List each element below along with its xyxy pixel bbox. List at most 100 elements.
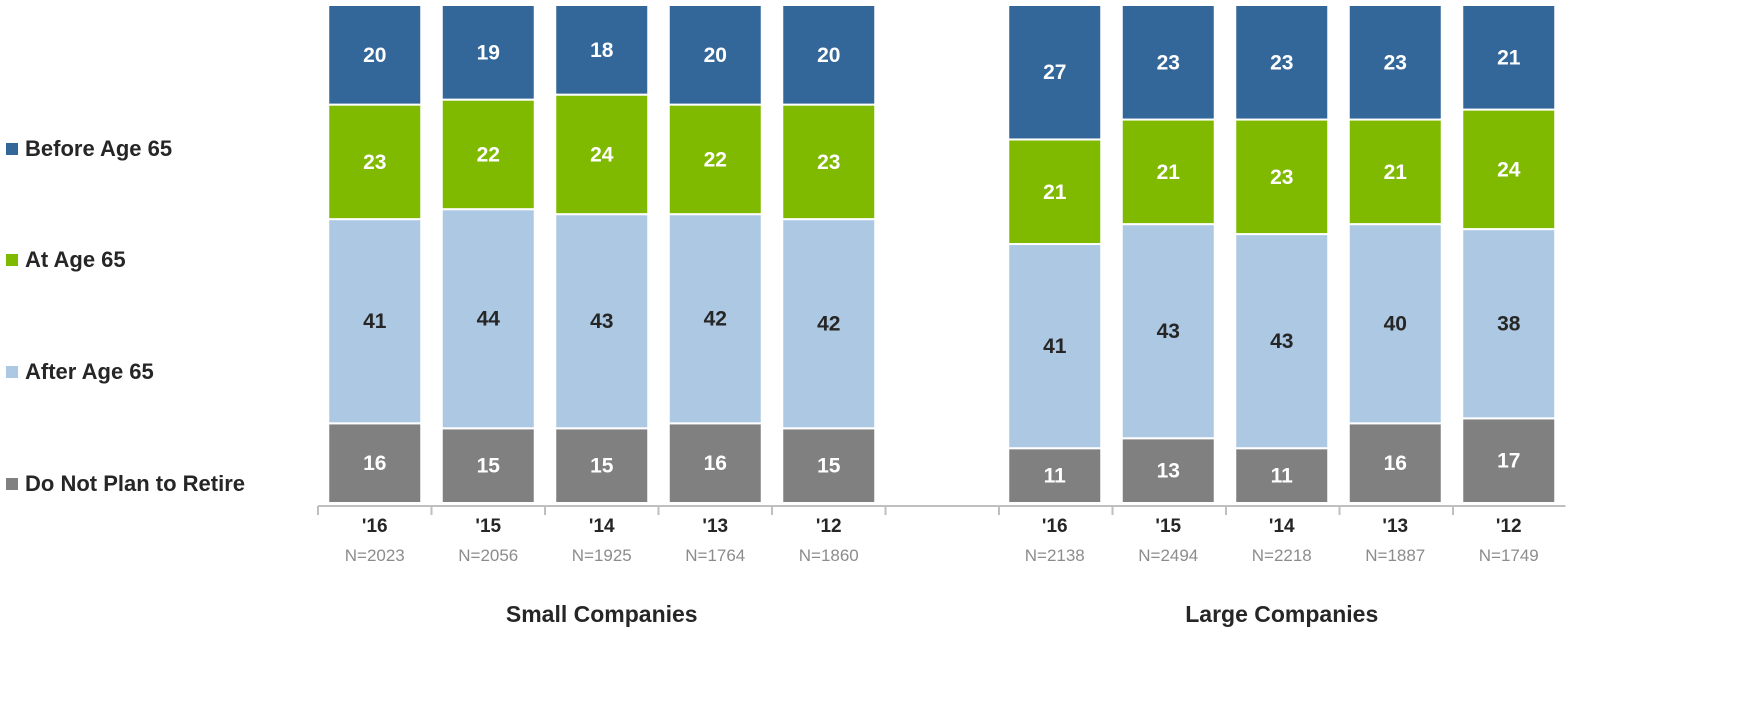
x-tick-label: '12 [1496, 516, 1522, 537]
data-label-at-age-65: 22 [704, 148, 727, 171]
data-label-at-age-65: 22 [477, 143, 500, 166]
bar-segment-small-companies-do-not-plan-to-retire [327, 422, 423, 505]
bar-segment-small-companies-do-not-plan-to-retire [781, 427, 877, 504]
x-tick-label: '13 [1382, 516, 1408, 537]
data-label-do-not-plan-to-retire: 17 [1497, 450, 1520, 473]
data-label-at-age-65: 23 [1270, 166, 1293, 189]
bar-segment-large-companies-after-age-65 [1461, 228, 1557, 420]
bar-segment-small-companies-before-age-65 [781, 4, 877, 106]
data-label-at-age-65: 23 [817, 151, 840, 174]
data-label-before-age-65: 27 [1043, 61, 1066, 84]
legend-swatch-after-age-65 [6, 366, 18, 378]
x-tick-label: '16 [362, 516, 388, 537]
bar-segment-large-companies-at-age-65 [1347, 118, 1443, 226]
n-size-label: N=2138 [1025, 546, 1085, 565]
data-label-before-age-65: 20 [704, 44, 727, 67]
data-label-before-age-65: 19 [477, 41, 500, 64]
legend-item-before-age-65: Before Age 65 [6, 136, 172, 162]
bar-segment-large-companies-before-age-65 [1347, 4, 1443, 121]
data-label-before-age-65: 21 [1497, 46, 1521, 69]
data-label-after-age-65: 40 [1384, 313, 1407, 336]
bar-segment-large-companies-do-not-plan-to-retire [1234, 447, 1330, 504]
n-size-label: N=2056 [458, 546, 518, 565]
data-label-after-age-65: 44 [477, 308, 501, 331]
data-label-before-age-65: 23 [1384, 51, 1407, 74]
data-label-do-not-plan-to-retire: 16 [1384, 452, 1407, 475]
n-size-label: N=2218 [1252, 546, 1312, 565]
legend-swatch-do-not-plan-to-retire [6, 478, 18, 490]
data-label-before-age-65: 20 [817, 44, 840, 67]
bar-segment-small-companies-do-not-plan-to-retire [554, 427, 650, 504]
bar-segment-small-companies-do-not-plan-to-retire [440, 427, 536, 504]
data-label-do-not-plan-to-retire: 11 [1044, 465, 1067, 488]
data-label-before-age-65: 23 [1157, 51, 1180, 74]
bar-segment-small-companies-before-age-65 [554, 4, 650, 96]
bar-segment-small-companies-after-age-65 [667, 213, 763, 425]
data-label-after-age-65: 43 [590, 310, 613, 333]
x-tick-label: '14 [589, 516, 615, 537]
data-label-at-age-65: 21 [1043, 181, 1067, 204]
data-label-do-not-plan-to-retire: 16 [704, 452, 727, 475]
data-label-after-age-65: 42 [704, 308, 727, 331]
bar-segment-small-companies-before-age-65 [667, 4, 763, 106]
legend-label-before-age-65: Before Age 65 [25, 136, 173, 161]
x-tick-label: '13 [702, 516, 728, 537]
x-tick-label: '15 [1155, 516, 1181, 537]
data-label-at-age-65: 21 [1157, 161, 1181, 184]
x-tick-label: '16 [1042, 516, 1068, 537]
group-title-small-companies: Small Companies [506, 601, 698, 627]
data-label-after-age-65: 42 [817, 313, 840, 336]
n-size-label: N=2494 [1138, 546, 1198, 565]
data-label-after-age-65: 43 [1270, 330, 1293, 353]
data-label-at-age-65: 24 [1497, 158, 1521, 181]
legend-swatch-before-age-65 [6, 143, 18, 155]
data-label-after-age-65: 43 [1157, 320, 1180, 343]
data-label-do-not-plan-to-retire: 15 [477, 455, 501, 478]
legend-label-at-age-65: At Age 65 [25, 247, 126, 272]
data-label-do-not-plan-to-retire: 15 [590, 455, 614, 478]
bar-segment-small-companies-at-age-65 [554, 93, 650, 216]
legend-label-do-not-plan-to-retire: Do Not Plan to Retire [25, 471, 246, 496]
data-label-after-age-65: 41 [363, 310, 387, 333]
bar-segment-large-companies-after-age-65 [1234, 233, 1330, 450]
x-tick-label: '12 [816, 516, 842, 537]
bar-segment-small-companies-do-not-plan-to-retire [667, 422, 763, 505]
bar-segment-small-companies-at-age-65 [667, 103, 763, 216]
group-title-large-companies: Large Companies [1185, 601, 1378, 627]
data-label-do-not-plan-to-retire: 11 [1271, 465, 1294, 488]
data-label-do-not-plan-to-retire: 13 [1157, 460, 1180, 483]
bar-segment-large-companies-do-not-plan-to-retire [1347, 422, 1443, 505]
bar-segment-large-companies-before-age-65 [1234, 4, 1330, 121]
legend-swatch-at-age-65 [6, 254, 18, 266]
bar-segment-small-companies-at-age-65 [440, 98, 536, 211]
data-label-before-age-65: 20 [363, 44, 386, 67]
data-label-after-age-65: 41 [1043, 335, 1067, 358]
n-size-label: N=1860 [799, 546, 859, 565]
bar-segment-small-companies-before-age-65 [440, 4, 536, 101]
bar-segment-large-companies-before-age-65 [1007, 4, 1103, 141]
bar-segment-large-companies-do-not-plan-to-retire [1007, 447, 1103, 504]
bar-segment-large-companies-before-age-65 [1461, 4, 1557, 111]
data-label-at-age-65: 24 [590, 143, 614, 166]
n-size-label: N=1749 [1479, 546, 1539, 565]
bar-segment-small-companies-at-age-65 [781, 103, 877, 221]
bar-segment-large-companies-do-not-plan-to-retire [1461, 417, 1557, 504]
data-label-do-not-plan-to-retire: 15 [817, 455, 841, 478]
legend-label-after-age-65: After Age 65 [25, 359, 154, 384]
n-size-label: N=1887 [1365, 546, 1425, 565]
bar-segment-small-companies-after-age-65 [781, 218, 877, 430]
n-size-label: N=2023 [345, 546, 405, 565]
bar-segment-large-companies-after-age-65 [1007, 243, 1103, 450]
data-label-before-age-65: 23 [1270, 51, 1293, 74]
bar-segment-large-companies-at-age-65 [1461, 108, 1557, 231]
legend-item-at-age-65: At Age 65 [6, 247, 126, 273]
bar-segment-small-companies-after-age-65 [554, 213, 650, 430]
data-label-at-age-65: 23 [363, 151, 386, 174]
bar-segment-large-companies-at-age-65 [1007, 138, 1103, 246]
legend-item-do-not-plan-to-retire: Do Not Plan to Retire [6, 471, 245, 497]
data-label-do-not-plan-to-retire: 16 [363, 452, 386, 475]
n-size-label: N=1764 [685, 546, 745, 565]
bar-segment-small-companies-at-age-65 [327, 103, 423, 221]
legend-item-after-age-65: After Age 65 [6, 359, 154, 385]
